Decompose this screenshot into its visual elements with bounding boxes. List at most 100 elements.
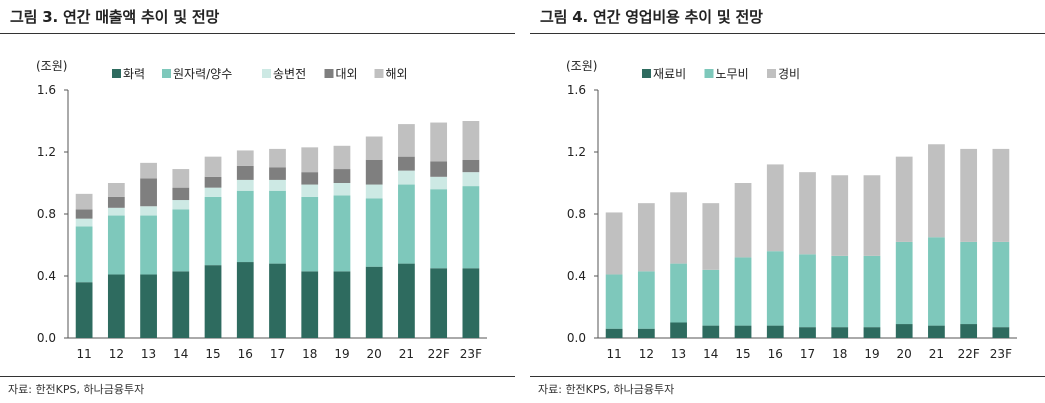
x-tick-label: 16	[768, 347, 783, 361]
bar-segment	[430, 161, 448, 177]
x-tick-label: 21	[399, 347, 414, 361]
bar-segment	[895, 241, 913, 325]
bar-segment	[863, 327, 881, 338]
legend-swatch	[324, 69, 334, 78]
bar-segment	[140, 162, 157, 179]
bar-segment	[702, 325, 720, 338]
legend-label: 원자력/양수	[173, 67, 232, 81]
bar-segment	[831, 175, 849, 256]
bar-segment	[992, 327, 1010, 338]
x-tick-label: 18	[302, 347, 317, 361]
x-tick-label: 22F	[428, 347, 450, 361]
bar-segment	[605, 328, 623, 338]
bar-segment	[333, 271, 351, 338]
y-tick-label: 1.2	[567, 145, 586, 159]
bar-segment	[462, 172, 480, 187]
y-tick-label: 1.2	[37, 145, 56, 159]
bar-segment	[301, 172, 319, 185]
bar-segment	[204, 156, 222, 177]
bar-segment	[140, 178, 157, 207]
bar-segment	[398, 184, 415, 264]
bar-segment	[236, 150, 254, 166]
bar-segment	[236, 165, 254, 180]
bar-segment	[702, 203, 720, 270]
y-tick-label: 0.4	[37, 269, 56, 283]
bar-segment	[204, 187, 222, 197]
bar-segment	[462, 159, 480, 173]
bar-segment	[301, 196, 319, 272]
bar-segment	[928, 144, 945, 238]
bar-segment	[430, 122, 448, 162]
x-tick-label: 14	[703, 347, 718, 361]
bar-segment	[462, 121, 480, 160]
bar-segment	[605, 212, 623, 275]
bar-segment	[831, 255, 849, 328]
y-tick-label: 0.0	[37, 331, 56, 345]
legend-label: 화력	[123, 67, 145, 81]
bar-segment	[204, 265, 222, 338]
bar-segment	[140, 215, 157, 275]
y-tick-label: 0.8	[567, 207, 586, 221]
bar-segment	[799, 254, 816, 328]
bar-segment	[172, 271, 190, 338]
bar-segment	[863, 255, 881, 328]
bar-segment	[637, 203, 655, 272]
bar-segment	[365, 184, 383, 199]
unit-label: (조원)	[566, 59, 597, 73]
bar-segment	[637, 328, 655, 338]
bar-segment	[863, 175, 881, 256]
revenue-stacked-bar-chart: (조원) 화력 원자력/양수 송변전 대외 해외 0.0 0.4 0.8 1.2 1.6 11 12 13…	[36, 59, 487, 361]
legend-swatch	[374, 69, 384, 78]
y-tick-label: 1.6	[567, 83, 586, 97]
footer-rule	[0, 376, 515, 377]
legend-label: 대외	[336, 67, 358, 81]
bar-segment	[430, 268, 448, 338]
bar-segment	[269, 179, 286, 191]
x-tick-label: 19	[334, 347, 349, 361]
bar-segment	[204, 196, 222, 266]
source-note: 자료: 한전KPS, 하나금융투자	[8, 383, 145, 396]
y-tick-label: 0.0	[567, 331, 586, 345]
bar-segment	[960, 324, 978, 338]
legend-label: 재료비	[653, 67, 686, 81]
bar-segment	[172, 200, 190, 210]
legend-item: 대외	[324, 67, 358, 81]
bar-segment	[702, 269, 720, 326]
source-note: 자료: 한전KPS, 하나금융투자	[538, 383, 675, 396]
bar-segment	[398, 263, 415, 338]
x-tick-label: 23F	[990, 347, 1012, 361]
legend-swatch	[162, 69, 171, 78]
bar-segment	[799, 172, 816, 255]
bar-segment	[107, 207, 125, 216]
x-tick-label: 21	[929, 347, 944, 361]
bar-segment	[269, 263, 286, 338]
bar-segment	[140, 206, 157, 216]
x-tick-label: 17	[800, 347, 815, 361]
legend-item: 송변전	[262, 67, 306, 81]
bar-segment	[269, 167, 286, 180]
bar-segment	[172, 209, 190, 272]
legend-item: 노무비	[704, 67, 749, 81]
x-tick-label: 12	[109, 347, 124, 361]
bar-segment	[269, 148, 286, 168]
bar-segment	[75, 209, 93, 219]
chart-panel-right: 그림 4. 연간 영업비용 추이 및 전망 (조원) 재료비 노무비 경비 0.0 0.4…	[530, 0, 1045, 403]
unit-label: (조원)	[36, 59, 67, 73]
bar-segment	[831, 327, 849, 338]
bar-segment	[766, 251, 784, 326]
bar-segment	[637, 271, 655, 329]
bar-segment	[734, 183, 752, 258]
legend-swatch	[262, 69, 271, 78]
legend-swatch	[112, 69, 121, 78]
bar-segment	[107, 274, 125, 338]
bar-segment	[670, 322, 687, 338]
x-tick-label: 12	[639, 347, 654, 361]
figure-title: 그림 3. 연간 매출액 추이 및 전망	[10, 8, 220, 26]
bar-segment	[75, 193, 93, 210]
legend-item: 경비	[767, 67, 800, 81]
bar-segment	[301, 184, 319, 197]
bar-segment	[107, 183, 125, 197]
bar-segment	[140, 274, 157, 338]
x-tick-label: 19	[864, 347, 879, 361]
bar-segment	[301, 271, 319, 338]
